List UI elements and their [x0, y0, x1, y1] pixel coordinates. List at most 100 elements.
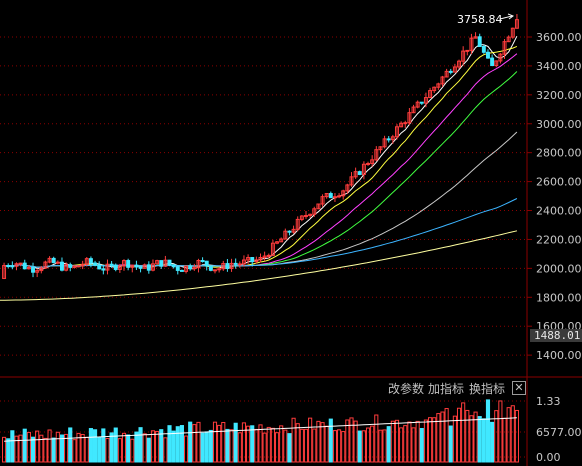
- volume-bar: [130, 438, 135, 463]
- candle: [217, 266, 222, 273]
- candle: [498, 52, 503, 64]
- candle: [374, 146, 379, 162]
- candle: [266, 253, 271, 259]
- price-tick-label: 1800.00: [536, 291, 582, 304]
- candle: [291, 225, 296, 234]
- volume-ma-line: [4, 417, 517, 442]
- volume-bar: [76, 432, 81, 463]
- candle: [262, 251, 267, 262]
- volume-bar: [22, 428, 27, 463]
- volume-bar: [39, 434, 44, 463]
- volume-tick-label: 6577.00: [536, 426, 582, 439]
- volume-bar: [212, 421, 218, 463]
- moving-average-lines: [0, 35, 518, 301]
- candle: [312, 206, 317, 217]
- volume-bar: [415, 420, 420, 463]
- candle: [188, 263, 193, 271]
- volume-bar: [233, 422, 238, 463]
- candle: [14, 262, 19, 271]
- volume-bar: [279, 425, 284, 463]
- candle: [229, 258, 234, 272]
- candle: [241, 255, 246, 267]
- price-tick-label: 3200.00: [536, 89, 582, 102]
- switch-indicator-button[interactable]: 换指标: [469, 382, 506, 396]
- volume-bar: [365, 427, 371, 463]
- volume-bar: [494, 410, 499, 463]
- volume-bar: [26, 431, 31, 463]
- candle: [506, 35, 511, 43]
- volume-bar: [134, 431, 139, 463]
- volume-bar: [113, 427, 118, 463]
- volume-bar: [514, 409, 520, 463]
- candle: [76, 265, 81, 268]
- candle: [361, 161, 366, 180]
- candle: [411, 104, 416, 114]
- candle: [415, 100, 420, 109]
- volume-bar: [200, 432, 205, 463]
- change-params-button[interactable]: 改参数: [388, 382, 425, 396]
- volume-bar: [432, 417, 437, 463]
- price-tick-label: 3400.00: [536, 60, 582, 73]
- volume-bar: [485, 399, 491, 463]
- ma-line: [0, 230, 518, 301]
- volume-bar: [510, 405, 515, 463]
- candle: [275, 240, 280, 245]
- volume-bar: [47, 429, 52, 463]
- volume-bar: [117, 438, 122, 463]
- price-axis: 3600.00 3400.00 3200.00 3000.00 2800.00 2600.…: [536, 31, 582, 362]
- candle: [452, 63, 457, 73]
- candle: [113, 263, 118, 272]
- candle: [200, 257, 205, 263]
- candle: [134, 260, 139, 270]
- volume-bar: [295, 423, 300, 463]
- candle: [26, 264, 31, 270]
- volume-bar: [105, 438, 110, 463]
- candle: [155, 259, 160, 265]
- volume-bar: [274, 432, 280, 463]
- price-tick-label: 3600.00: [536, 31, 582, 44]
- volume-bar: [18, 434, 23, 463]
- price-tick-label: 2200.00: [536, 233, 582, 246]
- candle: [399, 121, 404, 128]
- candle: [117, 263, 122, 273]
- volume-bar: [150, 430, 156, 463]
- volume-bar: [80, 433, 85, 463]
- candle: [80, 260, 85, 270]
- volume-bar: [477, 416, 482, 463]
- candle: [237, 261, 242, 268]
- volume-bar: [109, 432, 114, 463]
- candle: [473, 32, 478, 39]
- close-icon[interactable]: ✕: [512, 381, 526, 395]
- volume-bar: [6, 438, 11, 463]
- volume-bar: [188, 421, 193, 463]
- volume-bar: [266, 426, 271, 463]
- volume-bar: [349, 417, 354, 463]
- volume-bar: [448, 425, 453, 463]
- volume-bar: [155, 430, 160, 463]
- candle: [299, 215, 304, 222]
- price-tick-label: 2000.00: [536, 262, 582, 275]
- candle: [357, 170, 362, 176]
- add-indicator-button[interactable]: 加指标: [428, 382, 465, 396]
- volume-bar: [299, 428, 304, 463]
- candle: [233, 258, 238, 269]
- candle: [254, 256, 259, 264]
- volume-bar: [473, 411, 478, 463]
- candle: [295, 216, 300, 232]
- candle: [35, 268, 40, 278]
- candle: [481, 44, 486, 54]
- volume-bar: [481, 418, 486, 463]
- volume-bar: [316, 420, 321, 463]
- volume-bar: [175, 426, 180, 463]
- candle: [246, 254, 251, 265]
- candle: [2, 262, 7, 280]
- candle: [514, 14, 519, 29]
- candle: [477, 33, 482, 48]
- volume-bar: [192, 424, 197, 463]
- volume-bar: [386, 426, 391, 463]
- volume-bar: [196, 421, 201, 463]
- volume-bar: [250, 425, 255, 463]
- volume-bar: [163, 437, 168, 463]
- candle: [502, 38, 507, 59]
